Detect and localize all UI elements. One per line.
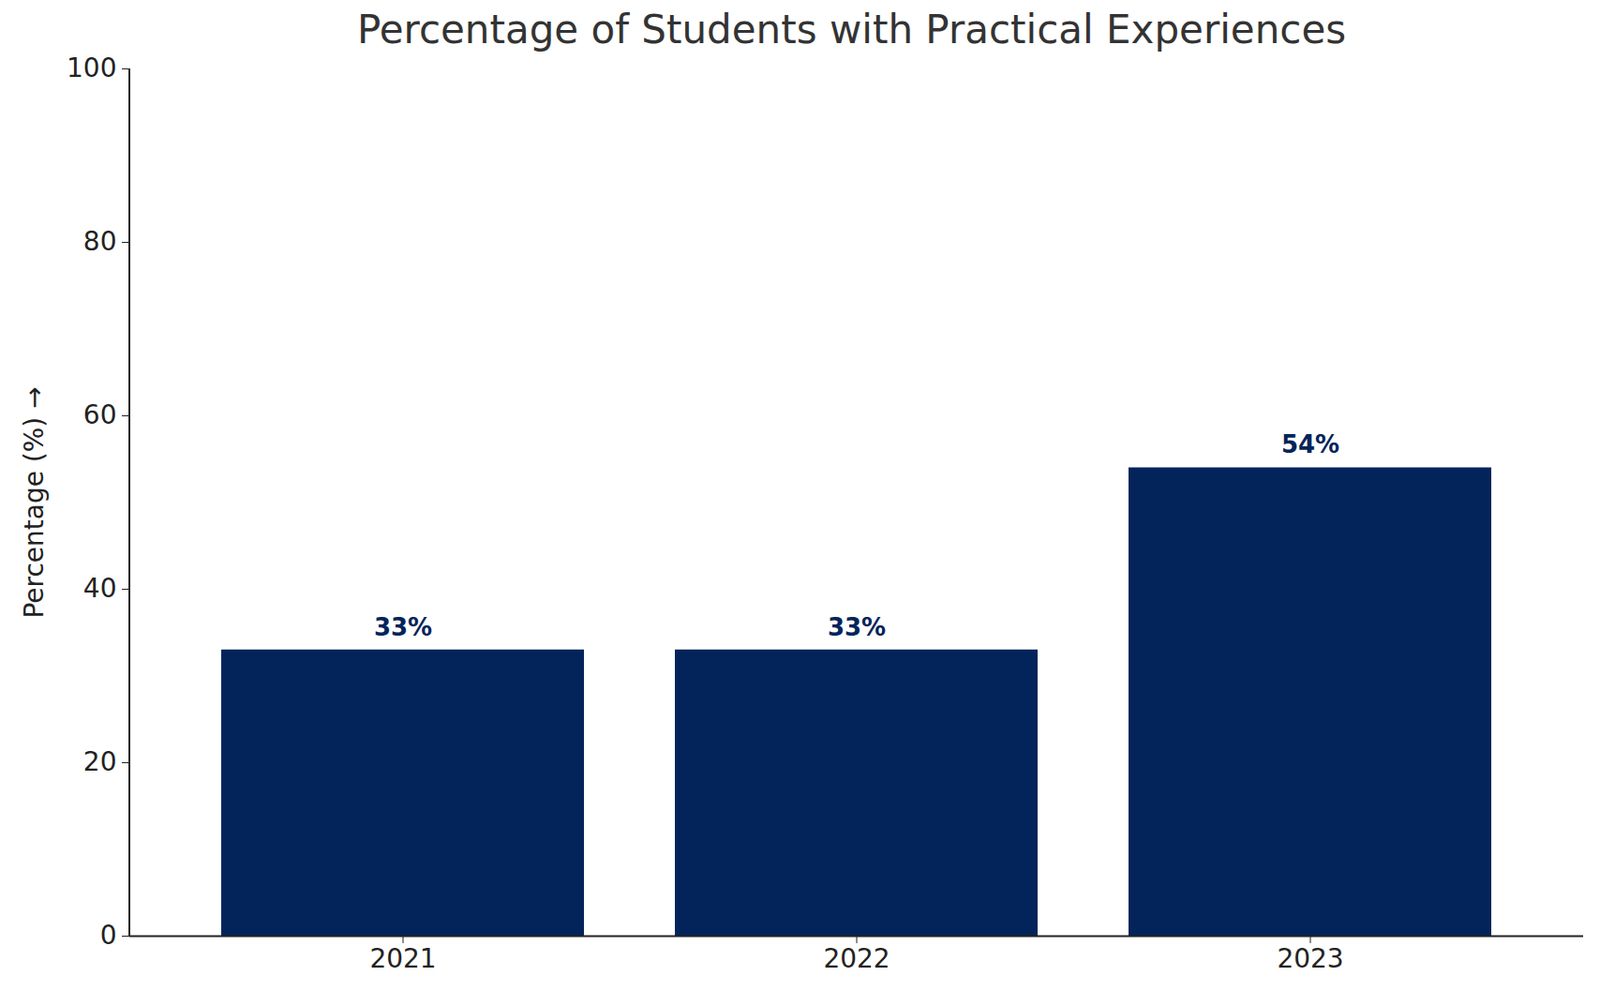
svg-text:60: 60 (83, 399, 118, 431)
svg-text:80: 80 (83, 225, 118, 257)
svg-text:0: 0 (100, 919, 118, 951)
svg-text:2023: 2023 (1276, 942, 1344, 974)
svg-text:40: 40 (83, 572, 118, 604)
svg-text:54%: 54% (1281, 430, 1340, 459)
svg-text:100: 100 (66, 52, 117, 84)
svg-text:2021: 2021 (369, 942, 436, 974)
svg-text:2022: 2022 (822, 942, 890, 974)
svg-text:20: 20 (83, 746, 118, 778)
svg-text:33%: 33% (827, 613, 886, 642)
svg-text:33%: 33% (373, 613, 433, 642)
html-text:Percentage of Students with Pr: Percentage of Students with Practical Ex… (357, 6, 1347, 53)
svg-text:Percentage (%) →: Percentage (%) → (18, 386, 50, 618)
